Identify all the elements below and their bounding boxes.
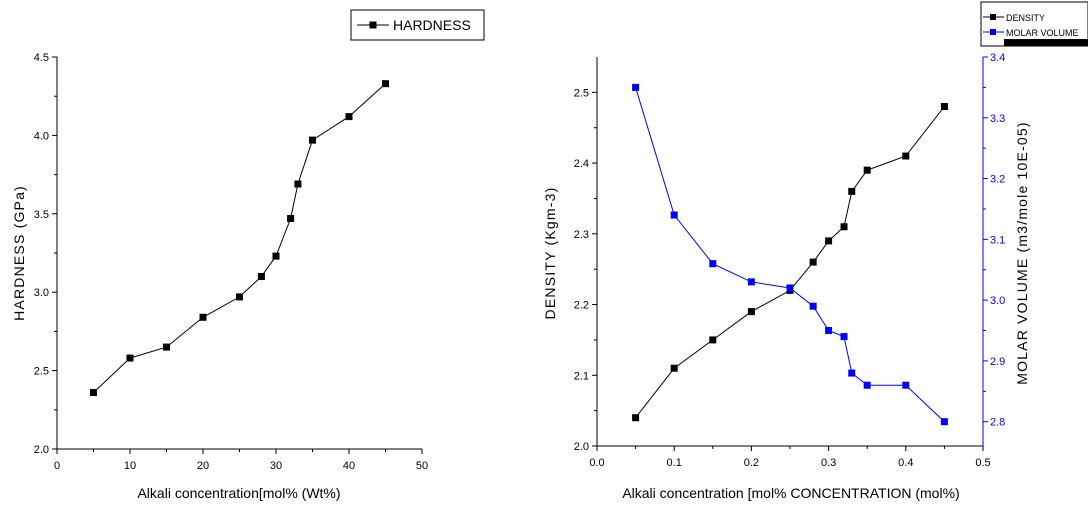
density-y-ticks: 2.0 2.1 2.2 2.3 2.4 2.5 — [574, 87, 597, 453]
molar-volume-data-point — [825, 327, 833, 335]
molar-volume-data-point — [670, 211, 678, 219]
molar-volume-legend-label: MOLAR VOLUME — [1006, 28, 1079, 38]
molar-volume-y-tick-label: 3.4 — [990, 52, 1005, 64]
density-x-tick-label: 0.1 — [667, 457, 682, 469]
density-molar-volume-chart: 0.0 0.1 0.2 0.3 0.4 0.5 2.0 2.1 2.2 2.3 2.4 2.5 2.… — [542, 1, 1088, 501]
molar-volume-data-point — [632, 83, 640, 91]
hardness-x-ticks: 0 10 20 30 40 50 — [54, 449, 428, 472]
hardness-data-point — [287, 215, 295, 223]
hardness-x-tick-label: 20 — [197, 460, 209, 472]
density-data-point — [863, 166, 871, 174]
molar-volume-y-tick-label: 3.1 — [990, 234, 1005, 246]
molar-volume-data-point — [709, 260, 717, 268]
density-x-ticks: 0.0 0.1 0.2 0.3 0.4 0.5 — [589, 446, 991, 469]
molar-volume-y-tick-label: 2.9 — [990, 356, 1005, 368]
density-data-point — [902, 152, 910, 160]
hardness-y-tick-label: 4.5 — [34, 52, 49, 64]
density-y-tick-label: 2.3 — [574, 229, 589, 241]
density-plot-frame — [596, 57, 984, 447]
hardness-data-point — [163, 343, 170, 351]
density-data-point — [709, 336, 717, 344]
molar-volume-y-tick-label: 3.3 — [990, 113, 1005, 125]
hardness-data-point — [199, 313, 207, 321]
density-x-tick-label: 0.3 — [821, 457, 836, 469]
hardness-x-tick-label: 50 — [416, 460, 428, 472]
density-data-point — [632, 414, 640, 422]
density-x-tick-label: 0.2 — [744, 457, 759, 469]
density-data-point — [848, 187, 856, 195]
hardness-x-tick-label: 10 — [124, 460, 136, 472]
density-series-line — [635, 106, 945, 419]
hardness-data-point — [90, 389, 97, 397]
hardness-data-point — [272, 252, 280, 260]
density-legend-box — [980, 1, 1088, 47]
hardness-data-point — [345, 113, 353, 121]
density-molar-volume-series — [632, 83, 948, 426]
hardness-y-ticks: 2.0 2.5 3.0 3.5 4.0 4.5 — [34, 52, 57, 456]
molar-volume-data-point — [747, 278, 755, 286]
molar-volume-y-ticks: 2.8 2.9 3.0 3.1 3.2 3.3 3.4 — [983, 52, 1005, 429]
density-y-axis-label: DENSITY (Kgm-3) — [542, 187, 558, 320]
density-data-point — [825, 237, 833, 245]
hardness-x-axis-label: Alkali concentration[mol% (Wt%) — [137, 485, 340, 501]
density-y-tick-label: 2.5 — [574, 87, 589, 99]
hardness-y-tick-label: 4.0 — [34, 130, 49, 142]
hardness-y-axis-label: HARDNESS (GPa) — [11, 185, 27, 321]
density-data-point — [840, 223, 848, 231]
hardness-x-tick-label: 30 — [270, 460, 282, 472]
density-y-tick-label: 2.2 — [574, 300, 589, 312]
density-y-tick-label: 2.1 — [574, 370, 589, 382]
hardness-series — [90, 80, 389, 397]
hardness-legend: HARDNESS — [350, 9, 485, 41]
hardness-y-tick-label: 2.5 — [34, 366, 49, 378]
molar-volume-data-point — [902, 381, 910, 389]
molar-volume-data-point — [809, 302, 817, 310]
density-x-tick-label: 0.4 — [898, 457, 913, 469]
density-legend: DENSITY MOLAR VOLUME — [980, 1, 1088, 47]
hardness-chart: 0 10 20 30 40 50 2.0 2.5 3.0 3.5 4.0 4.5 Alkali co… — [11, 9, 485, 501]
hardness-data-point — [382, 80, 389, 88]
density-data-point — [670, 364, 678, 372]
density-x-tick-label: 0.0 — [589, 457, 604, 469]
density-y-tick-label: 2.0 — [574, 441, 589, 453]
hardness-y-tick-label: 3.5 — [34, 209, 49, 221]
density-y-tick-label: 2.4 — [574, 158, 589, 170]
hardness-legend-marker — [369, 21, 377, 29]
hardness-data-point — [309, 136, 316, 144]
molar-volume-y-tick-label: 2.8 — [990, 417, 1005, 429]
molar-volume-y-axis-label: MOLAR VOLUME (m3/mole 10E-05) — [1014, 121, 1030, 385]
density-data-point — [747, 308, 755, 316]
hardness-y-tick-label: 3.0 — [34, 287, 49, 299]
hardness-legend-label: HARDNESS — [393, 17, 471, 33]
hardness-data-point — [257, 273, 265, 281]
molar-volume-data-point — [848, 369, 856, 377]
molar-volume-data-point — [840, 333, 848, 341]
hardness-series-line — [93, 83, 386, 393]
density-legend-label: DENSITY — [1006, 13, 1045, 23]
hardness-data-point — [294, 180, 302, 188]
density-x-tick-label: 0.5 — [975, 457, 990, 469]
hardness-y-tick-label: 2.0 — [34, 444, 49, 456]
molar-volume-series-line — [635, 87, 945, 423]
molar-volume-data-point — [940, 418, 948, 426]
hardness-plot-frame — [56, 57, 422, 450]
molar-volume-y-tick-label: 3.2 — [990, 174, 1005, 186]
density-legend-marker — [990, 14, 996, 20]
density-data-point — [809, 258, 817, 266]
molar-volume-legend-marker — [990, 29, 996, 35]
molar-volume-legend-bar — [1004, 39, 1088, 46]
hardness-x-tick-label: 0 — [54, 460, 60, 472]
density-data-point — [940, 103, 948, 111]
hardness-x-tick-label: 40 — [343, 460, 355, 472]
density-x-axis-label: Alkali concentration [mol% CONCENTRATION… — [622, 485, 959, 501]
molar-volume-data-point — [786, 284, 794, 292]
hardness-data-point — [236, 293, 243, 301]
hardness-data-point — [126, 354, 134, 362]
molar-volume-data-point — [863, 381, 871, 389]
molar-volume-y-tick-label: 3.0 — [990, 295, 1005, 307]
